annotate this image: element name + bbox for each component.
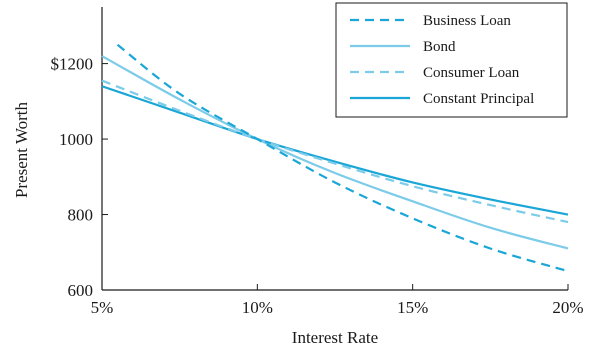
series-line-business-loan	[116, 43, 569, 273]
legend-label: Business Loan	[423, 13, 511, 29]
axes: 600 800 1000 $1200 5% 10% 15% 20%	[51, 7, 584, 317]
x-tick-label: 20%	[552, 298, 583, 317]
y-tick-label: 600	[68, 281, 94, 300]
legend-label: Consumer Loan	[423, 65, 520, 81]
series-lines	[101, 43, 569, 273]
series-line-bond	[101, 55, 569, 250]
legend: Business Loan Bond Consumer Loan Constant P…	[335, 2, 568, 118]
y-tick-label: 1000	[59, 130, 93, 149]
x-tick-label: 5%	[91, 298, 114, 317]
x-tick-label: 15%	[397, 298, 428, 317]
series-line-consumer-loan	[101, 79, 569, 224]
x-tick-label: 10%	[242, 298, 273, 317]
legend-label: Constant Principal	[423, 91, 534, 107]
series-line-constant-principal	[101, 85, 569, 216]
x-axis-title: Interest Rate	[292, 328, 378, 347]
y-tick-label: $1200	[51, 55, 94, 74]
y-tick-label: 800	[68, 206, 94, 225]
y-axis-title: Present Worth	[12, 101, 31, 198]
legend-label: Bond	[423, 39, 456, 55]
